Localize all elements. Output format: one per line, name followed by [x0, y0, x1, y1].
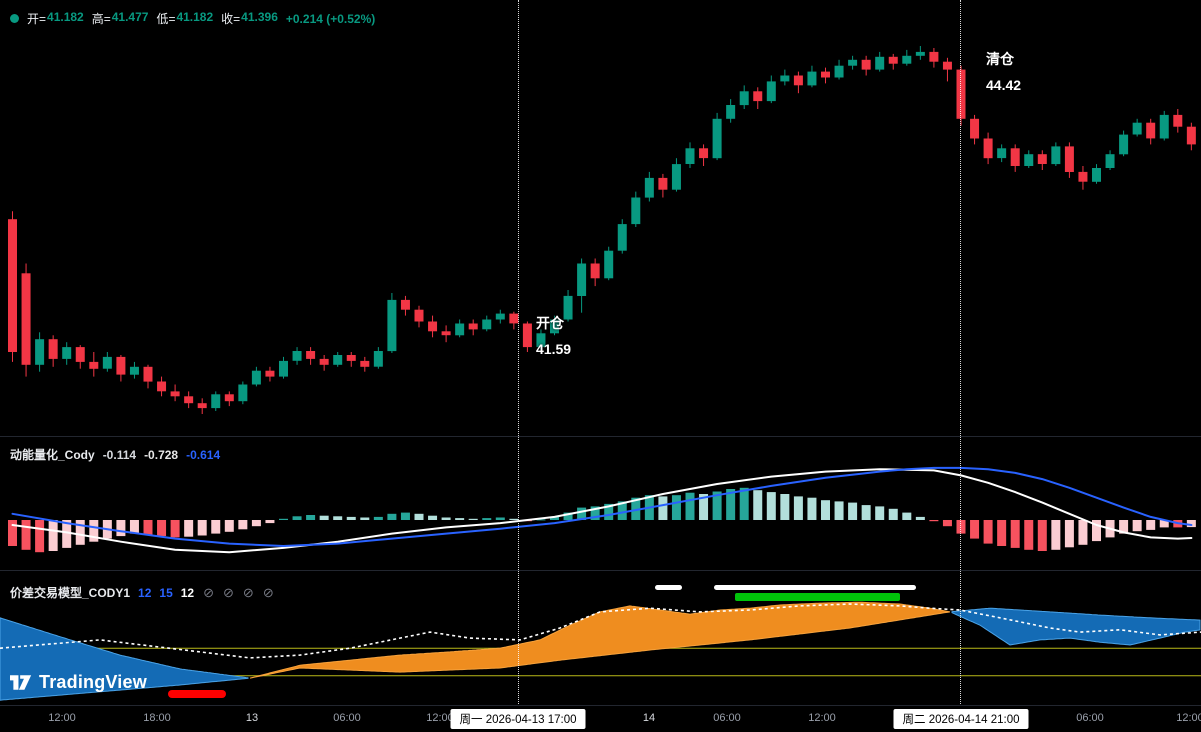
time-axis-label: 06:00	[1076, 712, 1104, 724]
slash-circle-icon[interactable]: ⊘	[242, 584, 254, 600]
pane-separator-2	[0, 570, 1201, 571]
time-axis-label: 18:00	[143, 712, 171, 724]
ohlc-open: 开= 41.182	[27, 10, 84, 26]
time-axis-label: 06:00	[333, 712, 361, 724]
ohlc-low: 低= 41.182	[156, 10, 214, 26]
momentum-indicator-title: 动能量化_Cody	[10, 448, 95, 462]
axis-separator	[0, 705, 1201, 706]
price-pane-canvas[interactable]	[0, 0, 1201, 436]
slash-circle-icon[interactable]: ⊘	[223, 584, 234, 600]
spread-legend: 价差交易模型_CODY1 12 15 12 ⊘ ⊘ ⊘ ⊘	[10, 584, 274, 601]
slash-circle-icon[interactable]: ⊘	[262, 584, 274, 600]
momentum-value-1: -0.114	[102, 447, 137, 462]
spread-pane-canvas[interactable]	[0, 571, 1201, 705]
spread-indicator-title: 价差交易模型_CODY1	[10, 586, 131, 600]
time-axis-label: 14	[642, 712, 656, 724]
tradingview-logo-text: TradingView	[39, 672, 147, 692]
time-axis-tag: 周二 2026-04-14 21:00	[893, 709, 1029, 729]
time-axis-label: 06:00	[713, 712, 741, 724]
ohlc-change: +0.214 (+0.52%)	[285, 11, 376, 26]
momentum-legend: 动能量化_Cody -0.114 -0.728 -0.614	[10, 446, 220, 463]
spread-param-2: 15	[159, 585, 173, 600]
spread-param-3: 12	[180, 585, 195, 600]
pane-separator-1	[0, 436, 1201, 437]
close-position-price: 44.42	[986, 77, 1022, 93]
open-position-price: 41.59	[536, 341, 572, 357]
ohlc-high: 高= 41.477	[91, 10, 149, 26]
close-position-label: 清仓	[986, 51, 1014, 67]
price-legend: 开= 41.182 高= 41.477 低= 41.182 收= 41.396 +0.2…	[10, 10, 375, 27]
spread-param-1: 12	[138, 585, 152, 600]
tradingview-logo[interactable]: TradingView	[10, 672, 147, 693]
close-position-marker: 清仓 44.42	[986, 46, 1021, 98]
slash-circle-icon[interactable]: ⊘	[203, 584, 215, 600]
tradingview-logo-icon	[10, 675, 32, 690]
time-axis-label: 12:00	[48, 712, 76, 724]
ohlc-close: 收= 41.396	[221, 10, 278, 26]
momentum-value-2: -0.728	[144, 447, 179, 462]
open-position-marker: 开仓 41.59	[536, 310, 571, 362]
time-axis-label: 12:00	[808, 712, 836, 724]
time-axis-label: 12:00	[426, 712, 454, 724]
time-axis-label: 13	[245, 712, 259, 724]
open-position-label: 开仓	[536, 315, 564, 331]
time-axis-label: 12:00	[1176, 712, 1201, 724]
series-marker-icon[interactable]	[10, 14, 19, 23]
momentum-value-3: -0.614	[186, 447, 221, 462]
momentum-pane-canvas[interactable]	[0, 437, 1201, 570]
session-dotted-line-open	[518, 0, 519, 706]
session-dotted-line-close	[960, 0, 961, 706]
time-axis-tag: 周一 2026-04-13 17:00	[450, 709, 586, 729]
time-axis[interactable]: 12:00 18:00 13 06:00 12:00 14 06:00 12:00 06:00 1…	[0, 706, 1201, 732]
